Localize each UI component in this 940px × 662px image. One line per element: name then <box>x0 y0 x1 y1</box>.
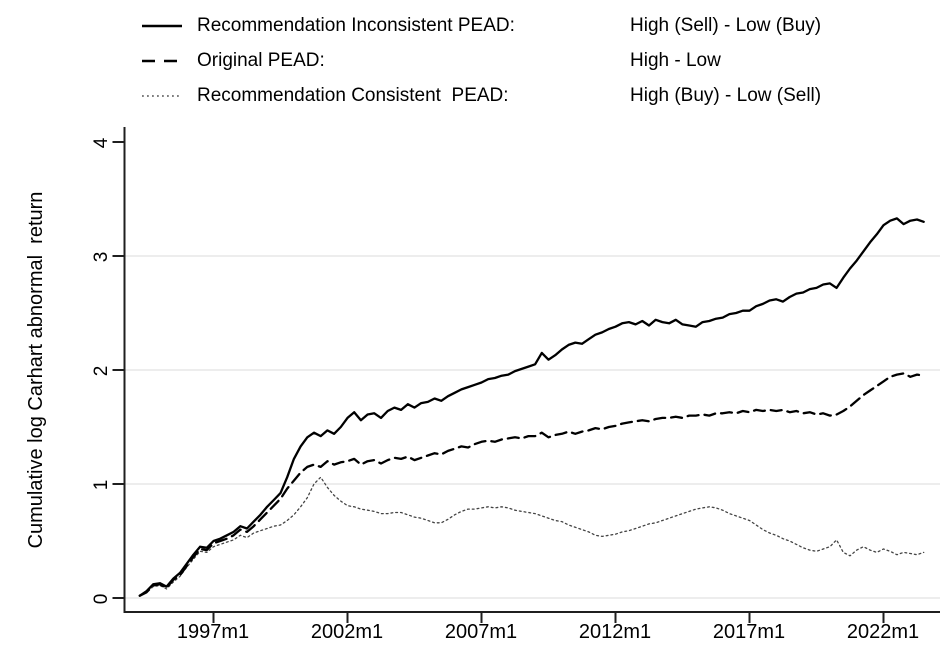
y-tick-label-3: 3 <box>91 251 112 263</box>
dotted-line-marker-icon <box>139 91 185 101</box>
legend-label: Recommendation Inconsistent PEAD: <box>197 15 515 36</box>
x-tick-label-2022m1: 2022m1 <box>846 621 920 643</box>
legend-row-consistent-pead: Recommendation Consistent PEAD: High (Bu… <box>139 83 821 109</box>
x-tick-label-1997m1: 1997m1 <box>176 621 250 643</box>
legend-value: High (Sell) - Low (Buy) <box>630 15 822 36</box>
y-tick-label-2: 2 <box>91 365 112 377</box>
solid-line-marker-icon <box>139 21 185 31</box>
y-tick-label-4: 4 <box>91 137 112 149</box>
x-tick-label-2012m1: 2012m1 <box>578 621 652 643</box>
x-tick-label-2002m1: 2002m1 <box>310 621 384 643</box>
legend-row-inconsistent-pead: Recommendation Inconsistent PEAD: High (… <box>139 13 821 39</box>
y-axis-title: Cumulative log Carhart abnormal return <box>25 191 47 549</box>
x-tick-label-2017m1: 2017m1 <box>712 621 786 643</box>
y-tick-label-1: 1 <box>91 479 112 491</box>
series-line-solid <box>138 217 925 597</box>
series-line-dotted <box>139 476 925 597</box>
legend-label: Original PEAD: <box>197 50 325 71</box>
y-tick-label-0: 0 <box>91 593 112 605</box>
dashed-line-marker-icon <box>139 56 185 66</box>
legend-row-original-pead: Original PEAD: High - Low <box>139 48 721 74</box>
legend-value: High (Buy) - Low (Sell) <box>630 85 822 106</box>
x-tick-label-2007m1: 2007m1 <box>444 621 518 643</box>
series-line-dashed <box>138 372 925 597</box>
legend-label: Recommendation Consistent PEAD: <box>197 85 509 106</box>
legend-value: High - Low <box>630 50 721 71</box>
